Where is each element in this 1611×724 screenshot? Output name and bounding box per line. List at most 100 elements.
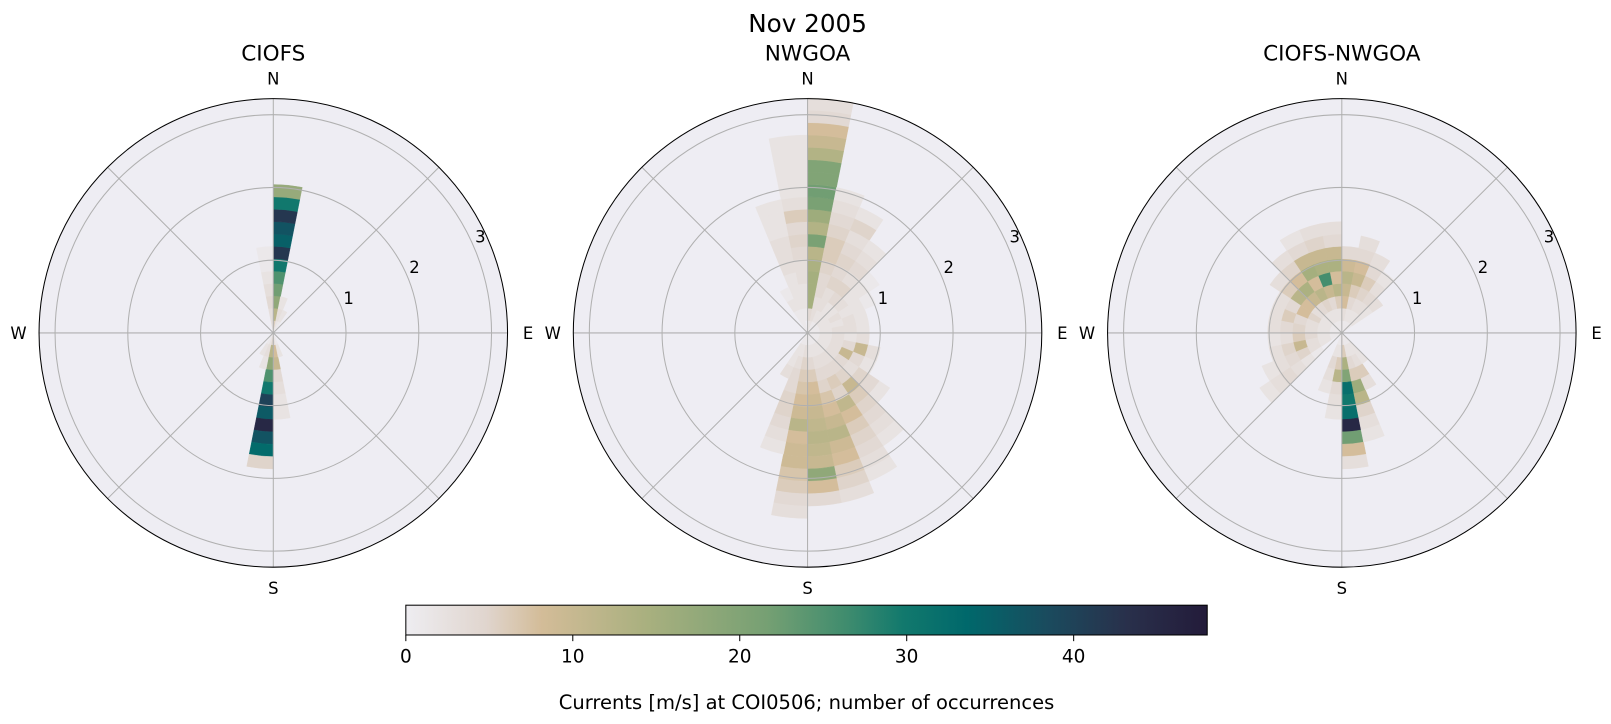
radial-tick-label: 1 [343, 289, 353, 308]
histogram-cell [807, 453, 835, 470]
histogram-cell [1341, 246, 1359, 261]
histogram-cell [273, 184, 303, 200]
panel-title: NWGOA [765, 42, 851, 67]
histogram-cell [785, 221, 808, 237]
histogram-cell [273, 246, 291, 261]
histogram-cell [1341, 417, 1362, 433]
compass-label-e: E [1057, 324, 1067, 343]
histogram-cell [273, 209, 298, 224]
histogram-cell [788, 417, 808, 433]
figure-title: Nov 2005 [748, 9, 867, 38]
polar-panel-nwgoa: NWGOA 1 2 3 N E S W [545, 42, 1068, 598]
histogram-cell [779, 286, 794, 303]
histogram-cell [277, 296, 288, 311]
histogram-cell [273, 221, 296, 237]
histogram-cell [1267, 318, 1282, 334]
histogram-cell [273, 196, 301, 212]
colorbar-gradient [405, 604, 1208, 636]
radial-tick-label: 3 [1544, 228, 1554, 247]
histogram-cell [1358, 235, 1380, 254]
histogram-cell [1298, 223, 1323, 242]
histogram-cell [277, 309, 288, 323]
histogram-cell [859, 271, 880, 292]
histogram-cell [253, 417, 274, 433]
histogram-cell [1341, 429, 1364, 445]
histogram-cell [807, 381, 820, 395]
colorbar-tick-label: 20 [728, 647, 752, 668]
histogram-cell [275, 344, 284, 358]
polar-spine [38, 98, 509, 568]
colorbar: 0 10 20 30 40 Currents [m/s] at COI0506; num… [400, 604, 1208, 714]
histogram-cell [248, 441, 274, 457]
histogram-cell [855, 320, 870, 334]
histogram-cell [807, 405, 825, 420]
histogram-cell [780, 453, 808, 470]
histogram-cell [807, 196, 835, 212]
histogram-cell [783, 209, 808, 224]
histogram-cell [1271, 250, 1295, 272]
compass-label-w: W [1079, 324, 1095, 343]
histogram-cell [771, 502, 808, 519]
histogram-cell [807, 429, 830, 445]
angular-grid-line [1175, 166, 1343, 334]
radial-tick-label: 2 [944, 258, 954, 277]
histogram-cell [1259, 380, 1281, 404]
histogram-cell [1360, 373, 1377, 391]
angular-grid-line [641, 332, 808, 499]
histogram-cell [258, 355, 269, 370]
histogram-cell [1279, 320, 1294, 334]
angular-grid-line [641, 166, 808, 334]
histogram-cell [807, 209, 832, 224]
colorbar-tick-label: 0 [400, 647, 412, 668]
histogram-cell [1367, 297, 1384, 313]
histogram-cell [260, 381, 274, 395]
polar-panel-ciofs: CIOFS 1 2 3 N E S W [10, 42, 533, 598]
histogram-cell [807, 221, 830, 237]
compass-label-s: S [802, 579, 812, 598]
histogram-cell [788, 233, 808, 249]
histogram-cell [807, 97, 854, 115]
radial-tick-label: 1 [1412, 289, 1422, 308]
compass-label-n: N [267, 69, 279, 88]
histogram-cell [273, 270, 286, 285]
histogram-cell [1355, 350, 1369, 365]
histogram-cell [1317, 378, 1333, 394]
histogram-cell [790, 246, 808, 261]
histogram-cell [785, 429, 808, 445]
histogram-cell [1261, 361, 1281, 382]
compass-label-s: S [268, 579, 278, 598]
histogram-cell [759, 435, 787, 455]
angular-grid-line [807, 332, 974, 499]
radial-tick-label: 2 [409, 258, 419, 277]
histogram-cell [273, 381, 286, 395]
histogram-cell [790, 405, 808, 420]
polar-panel-ciofs-nwgoa: CIOFS-NWGOA 1 2 3 N E S W [1079, 42, 1602, 598]
angular-grid-line [807, 166, 974, 334]
radial-tick-label: 3 [1009, 228, 1019, 247]
histogram-cell [260, 270, 274, 285]
radial-tick-label: 1 [878, 289, 888, 308]
histogram-cell [1324, 246, 1343, 261]
angular-grid-line [272, 166, 440, 334]
histogram-cell [807, 417, 828, 433]
histogram-cell [1341, 441, 1367, 457]
histogram-cell [273, 405, 291, 420]
angular-grid-line [1341, 166, 1508, 334]
histogram-cell [251, 429, 274, 445]
histogram-cell [807, 233, 828, 249]
compass-label-e: E [1591, 324, 1601, 343]
histogram-cell [780, 196, 808, 212]
histogram-cell [807, 441, 832, 457]
histogram-cell [1322, 233, 1343, 249]
angular-grid-line [1175, 332, 1343, 499]
angular-grid-line [272, 332, 440, 499]
colorbar-tick-label: 10 [561, 647, 585, 668]
histogram-cell [1369, 252, 1391, 272]
compass-label-e: E [523, 324, 533, 343]
panel-title: CIOFS [241, 42, 305, 67]
histogram-cell [1324, 405, 1343, 420]
histogram-cell [259, 342, 269, 357]
radial-tick-label: 3 [475, 228, 485, 247]
colorbar-tick-label: 40 [1062, 647, 1086, 668]
histogram-cell [1341, 405, 1359, 420]
